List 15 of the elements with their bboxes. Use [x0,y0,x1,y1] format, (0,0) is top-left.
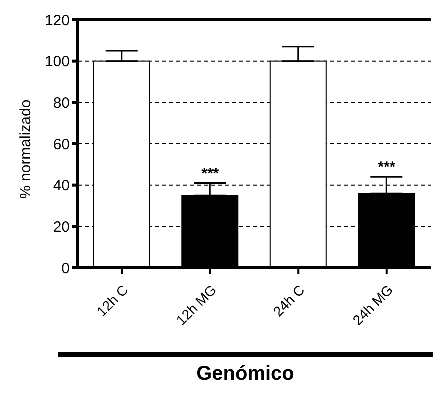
annotation: *** [202,165,220,182]
x-tick-label: 12h C [94,282,132,320]
y-tick-label: 80 [53,94,70,112]
x-tick-label: 12h MG [173,282,220,328]
x-tick-label: 24h MG [350,282,396,328]
y-axis-title: % normalizado [17,100,34,199]
y-tick-label: 120 [44,12,70,30]
y-tick-label: 0 [62,260,70,278]
annotation: *** [378,159,396,176]
y-tick-label: 60 [53,136,70,154]
y-tick-label: 100 [44,54,70,71]
y-tick-label: 40 [53,178,70,195]
x-axis-title: Genómico [58,352,433,386]
x-tick-label: 24h C [270,282,308,320]
y-tick-label: 20 [53,218,70,236]
